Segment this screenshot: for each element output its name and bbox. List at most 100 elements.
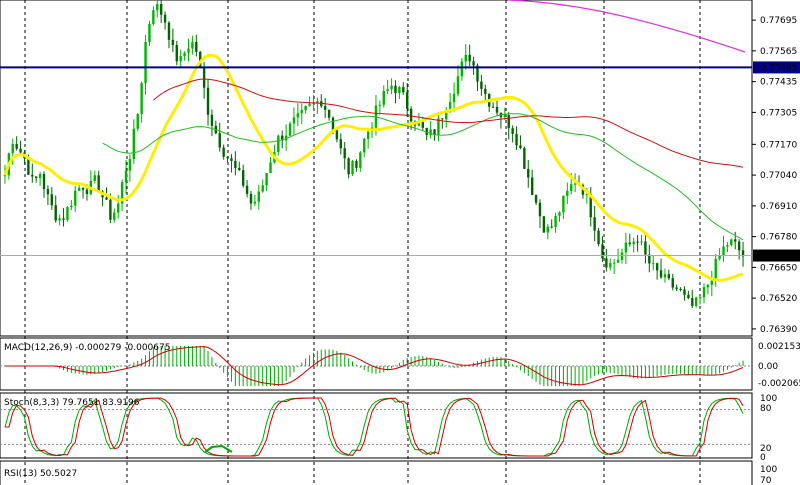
candle-body-50 [199,51,202,67]
candle-body-12 [50,194,54,206]
candle-body-99 [390,85,393,90]
candle-body-48 [191,41,194,49]
candle-body-112 [441,118,444,120]
stoch-label: Stoch(8,3,3) 79.7651 83.9196 [4,398,140,408]
candle-body-123 [484,88,487,95]
candle-body-39 [156,4,159,11]
candle-body-36 [144,41,147,84]
candle-body-6 [27,158,30,175]
candle-body-4 [19,148,22,153]
candle-body-89 [351,160,354,175]
rsi-line [204,444,233,453]
candle-body-150 [589,193,592,218]
candle-body-29 [117,203,120,213]
candle-body-14 [58,218,61,221]
candle-body-56 [222,147,225,157]
candle-body-161 [632,241,635,245]
candle-body-131 [515,133,518,146]
candle-body-143 [562,195,565,213]
rsi-panel[interactable] [0,460,753,485]
candle-body-85 [335,130,339,140]
candle-body-134 [527,168,530,178]
candle-body-118 [464,54,467,62]
candle-body-185 [726,244,729,247]
candle-body-8 [34,176,38,179]
candle-body-90 [355,160,358,168]
horizontal-line-tag [753,61,800,74]
rsi-group [204,444,233,453]
candle-body-78 [308,103,311,106]
candle-body-87 [343,148,346,159]
candle-body-139 [546,226,549,233]
price-axis-label-9: 0.76520 [760,294,797,304]
candle-body-34 [136,114,139,129]
stoch-axis-100: 100 [760,394,777,404]
candle-body-64 [253,201,257,204]
candle-body-107 [421,121,425,128]
candle-body-104 [409,108,413,122]
candle-body-86 [339,139,343,149]
candle-body-154 [605,258,608,268]
candle-body-116 [456,76,460,94]
candle-body-159 [624,242,628,253]
candle-body-120 [472,61,475,66]
candle-body-61 [241,170,245,186]
candle-body-145 [570,184,573,191]
candle-body-19 [77,187,81,191]
candle-body-153 [601,244,604,259]
macd-axis-mid: 0.00 [758,362,778,372]
candle-body-100 [394,85,397,94]
candle-body-157 [616,259,620,263]
price-axis-label-0: 0.77695 [760,16,797,26]
candle-body-16 [66,207,69,220]
candle-body-132 [519,145,522,149]
candle-body-65 [257,191,260,202]
candle-body-163 [640,241,643,243]
candle-body-55 [218,133,221,148]
price-axis-label-2: 0.77435 [760,78,797,88]
candle-body-151 [593,217,596,231]
candle-body-20 [81,187,85,190]
price-axis-label-3: 0.77305 [760,108,797,118]
price-axis-label-10: 0.76390 [760,325,797,335]
candle-body-162 [636,241,639,243]
price-axis-label-8: 0.76650 [760,263,797,273]
candle-body-93 [366,131,370,139]
rsi-axis-70: 70 [760,476,772,485]
candle-body-117 [460,61,464,77]
candle-body-2 [11,144,14,154]
candle-body-158 [620,252,624,260]
candle-body-45 [179,56,182,62]
stoch-axis-80: 80 [760,404,772,414]
candle-body-75 [296,113,300,118]
moving-averages [3,0,746,282]
candle-body-172 [675,287,678,289]
candle-body-83 [327,109,331,118]
candle-body-42 [167,22,171,40]
candle-body-27 [109,199,112,220]
candle-body-3 [15,144,18,149]
candle-body-43 [171,39,175,45]
price-axis: 0.77695 0.77565 0.77435 0.77305 0.77170 0.770… [752,16,797,335]
candle-body-136 [534,194,538,203]
ma-yellow-line [3,53,744,282]
candle-body-187 [734,239,737,242]
macd-axis-top: 0.002153 [758,342,800,352]
candle-body-176 [691,298,694,306]
price-panel[interactable] [0,0,753,337]
candle-body-177 [694,297,698,306]
rsi-label: RSI(13) 50.5027 [4,469,77,479]
candle-body-52 [206,87,210,115]
macd-panel[interactable] [0,337,753,391]
candle-body-35 [140,83,143,115]
horizontal-line-group[interactable]: 0.77495 0.76700 [0,61,800,262]
candle-body-32 [128,159,132,171]
vertical-grid [24,0,701,485]
candle-body-80 [316,101,319,103]
candle-body-76 [300,110,303,114]
candle-body-11 [46,188,50,195]
candle-body-111 [437,118,440,135]
candle-body-173 [679,288,682,290]
candle-body-102 [402,87,405,93]
